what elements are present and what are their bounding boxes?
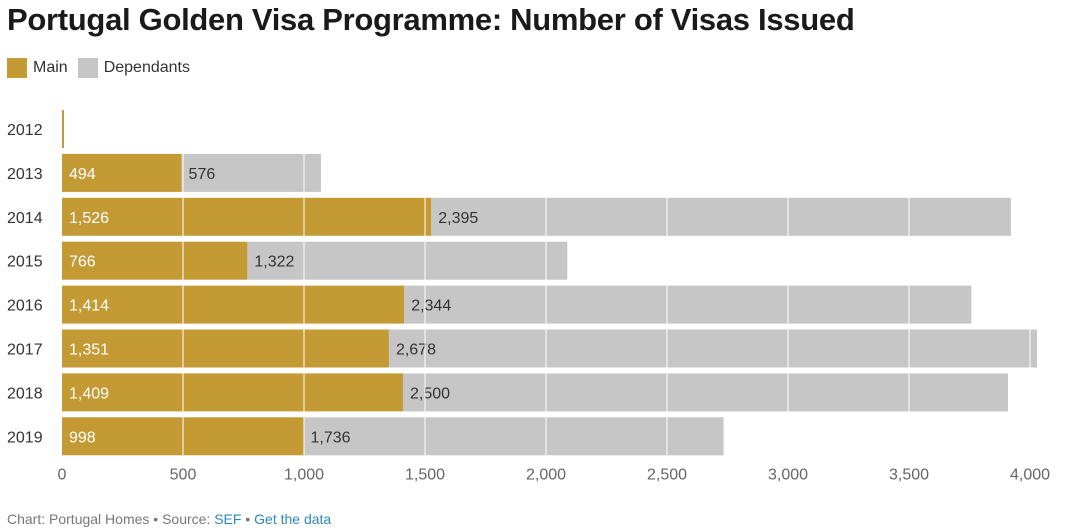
- data-label-dependants-2016: 2,344: [411, 298, 451, 315]
- data-label-main-2019: 998: [69, 429, 96, 446]
- data-label-main-2016: 1,414: [69, 298, 109, 315]
- chart-title: Portugal Golden Visa Programme: Number o…: [7, 2, 855, 37]
- bar-dependants-2015: [247, 241, 568, 280]
- data-label-dependants-2017: 2,678: [396, 342, 436, 359]
- bar-main-2016: [62, 285, 405, 324]
- bar-dependants-2019: [303, 417, 724, 456]
- x-tick-label-3000: 3,000: [768, 466, 808, 483]
- data-label-dependants-2013: 576: [189, 166, 216, 183]
- bar-dependants-2017: [388, 329, 1038, 368]
- x-tick-label-2000: 2,000: [526, 466, 566, 483]
- source-link[interactable]: SEF: [214, 511, 242, 527]
- bar-dependants-2018: [402, 373, 1008, 412]
- x-tick-label-0: 0: [58, 466, 67, 483]
- bar-chart: 2012 2013 494 576 2014 1,526 2,395 2015 766 1,322…: [7, 110, 1050, 483]
- x-tick-label-4000: 4,000: [1010, 466, 1050, 483]
- footer-credit: Chart: Portugal Homes • Source:: [7, 511, 215, 527]
- data-label-main-2015: 766: [69, 254, 96, 271]
- get-data-link[interactable]: Get the data: [254, 511, 332, 527]
- bar-main-2017: [62, 329, 389, 368]
- bar-main-2013: [62, 153, 182, 192]
- data-label-main-2017: 1,351: [69, 342, 109, 359]
- bar-main-2014: [62, 197, 432, 236]
- x-tick-label-3500: 3,500: [889, 466, 929, 483]
- legend-item-dependants: Dependants: [77, 58, 190, 78]
- category-label-2013: 2013: [7, 166, 43, 183]
- x-tick-label-1000: 1,000: [284, 466, 324, 483]
- data-label-main-2013: 494: [69, 166, 96, 183]
- data-label-main-2014: 1,526: [69, 210, 109, 227]
- bar-main-2018: [62, 373, 403, 412]
- bar-dependants-2016: [404, 285, 972, 324]
- category-label-2016: 2016: [7, 298, 43, 315]
- legend-swatch-dependants: [77, 58, 98, 78]
- bar-dependants-2014: [431, 197, 1011, 236]
- legend-swatch-main: [7, 58, 27, 78]
- data-label-dependants-2014: 2,395: [438, 210, 478, 227]
- bar-main-2012: [62, 110, 64, 148]
- category-label-2012: 2012: [7, 122, 43, 139]
- category-label-2017: 2017: [7, 342, 43, 359]
- footer-separator: •: [241, 511, 255, 527]
- legend-label-main: Main: [33, 59, 68, 76]
- category-label-2019: 2019: [7, 429, 43, 446]
- bar-dependants-2013: [181, 153, 321, 192]
- legend: Main Dependants: [7, 58, 200, 78]
- category-label-2015: 2015: [7, 254, 43, 271]
- category-label-2014: 2014: [7, 210, 43, 227]
- data-label-dependants-2015: 1,322: [254, 254, 294, 271]
- data-label-main-2018: 1,409: [69, 385, 109, 402]
- category-label-2018: 2018: [7, 385, 43, 402]
- bar-main-2015: [62, 241, 248, 280]
- data-label-dependants-2019: 1,736: [311, 429, 351, 446]
- data-label-dependants-2018: 2,500: [410, 385, 450, 402]
- x-tick-label-1500: 1,500: [405, 466, 445, 483]
- legend-label-dependants: Dependants: [103, 59, 190, 76]
- x-tick-label-2500: 2,500: [647, 466, 687, 483]
- chart-footer: Chart: Portugal Homes • Source: SEF • Ge…: [7, 511, 331, 527]
- x-tick-label-500: 500: [170, 466, 197, 483]
- legend-item-main: Main: [7, 58, 68, 78]
